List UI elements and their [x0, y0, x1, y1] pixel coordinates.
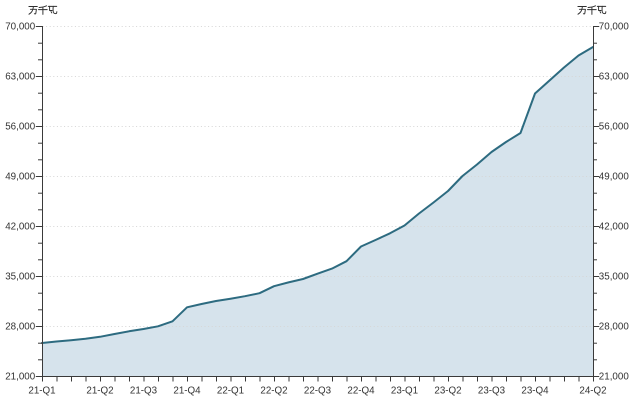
svg-text:21-Q1: 21-Q1 — [28, 385, 55, 396]
svg-text:56,000: 56,000 — [5, 122, 36, 133]
svg-text:35,000: 35,000 — [5, 272, 36, 283]
svg-text:23-Q2: 23-Q2 — [434, 385, 461, 396]
svg-text:22-Q3: 22-Q3 — [304, 385, 332, 396]
svg-text:21-Q2: 21-Q2 — [86, 385, 113, 396]
svg-text:23-Q4: 23-Q4 — [521, 385, 549, 396]
svg-text:23-Q3: 23-Q3 — [478, 385, 506, 396]
svg-text:70,000: 70,000 — [599, 22, 630, 33]
svg-text:21,000: 21,000 — [599, 372, 630, 383]
svg-text:42,000: 42,000 — [599, 222, 630, 233]
svg-text:21-Q3: 21-Q3 — [130, 385, 158, 396]
svg-text:23-Q1: 23-Q1 — [391, 385, 418, 396]
svg-text:24-Q2: 24-Q2 — [579, 385, 606, 396]
svg-text:42,000: 42,000 — [5, 222, 36, 233]
svg-text:22-Q2: 22-Q2 — [260, 385, 287, 396]
svg-text:21,000: 21,000 — [5, 372, 36, 383]
svg-text:22-Q4: 22-Q4 — [347, 385, 375, 396]
svg-text:35,000: 35,000 — [599, 272, 630, 283]
svg-text:70,000: 70,000 — [5, 22, 36, 33]
svg-text:21-Q4: 21-Q4 — [173, 385, 201, 396]
svg-text:22-Q1: 22-Q1 — [217, 385, 244, 396]
svg-text:63,000: 63,000 — [5, 72, 36, 83]
svg-text:56,000: 56,000 — [599, 122, 630, 133]
svg-text:49,000: 49,000 — [599, 172, 630, 183]
svg-text:28,000: 28,000 — [5, 322, 36, 333]
svg-text:63,000: 63,000 — [599, 72, 630, 83]
svg-text:49,000: 49,000 — [5, 172, 36, 183]
svg-text:28,000: 28,000 — [599, 322, 630, 333]
